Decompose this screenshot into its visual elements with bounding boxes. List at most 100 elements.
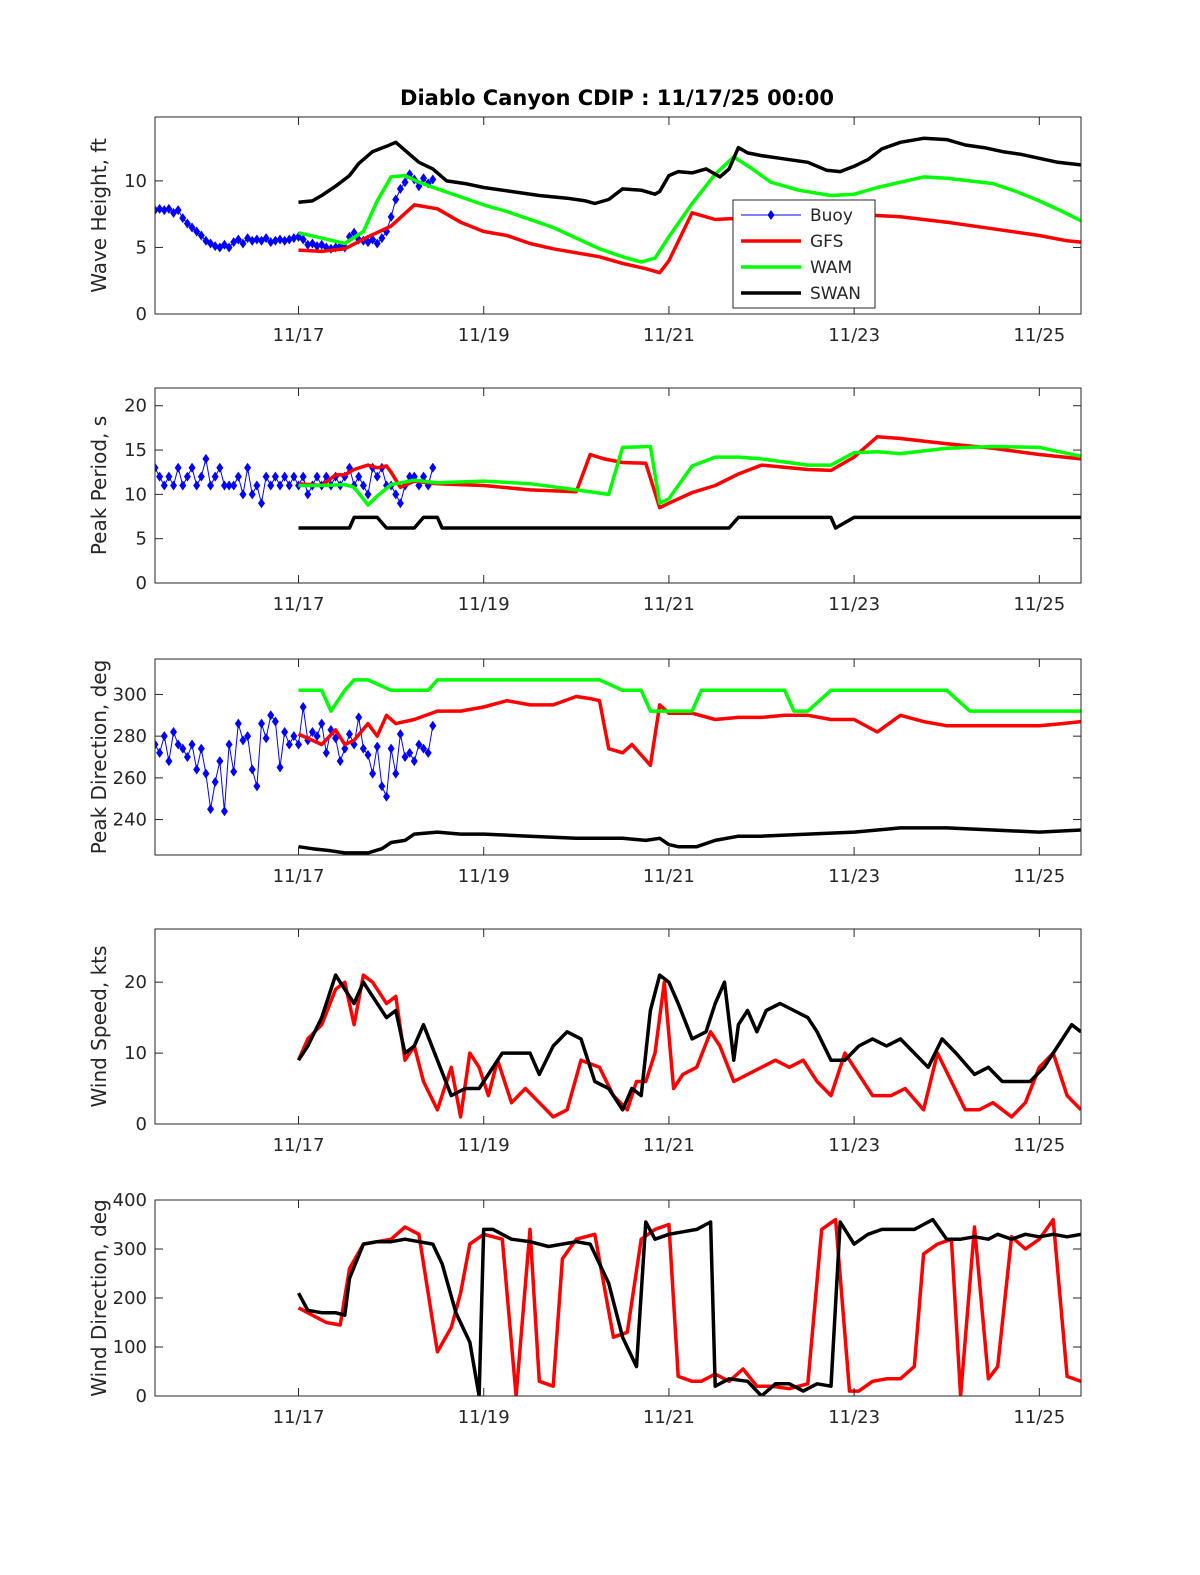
buoy-marker bbox=[267, 480, 275, 491]
series-group bbox=[296, 973, 1081, 1119]
series-gfs-line bbox=[298, 203, 1081, 275]
series-swan-line bbox=[298, 826, 1081, 855]
y-tick-label: 280 bbox=[113, 726, 147, 747]
x-tick-label: 11/23 bbox=[828, 866, 880, 887]
legend: Buoy GFS WAM SWAN bbox=[732, 199, 876, 309]
buoy-marker bbox=[396, 729, 404, 740]
buoy-marker bbox=[253, 234, 261, 245]
buoy-marker bbox=[207, 480, 215, 491]
buoy-marker bbox=[207, 804, 215, 815]
buoy-marker bbox=[160, 731, 168, 742]
buoy-marker bbox=[193, 480, 201, 491]
buoy-marker bbox=[165, 203, 173, 214]
buoy-marker bbox=[262, 733, 270, 744]
x-tick-label: 11/19 bbox=[458, 594, 510, 615]
y-axis-label: Peak Direction, deg bbox=[87, 660, 111, 855]
buoy-marker bbox=[392, 768, 400, 779]
buoy-marker bbox=[276, 762, 284, 773]
buoy-marker bbox=[262, 233, 270, 244]
x-tick-label: 11/25 bbox=[1013, 325, 1065, 346]
buoy-marker bbox=[345, 729, 353, 740]
buoy-marker bbox=[401, 752, 409, 762]
buoy-marker bbox=[322, 747, 330, 758]
buoy-marker bbox=[211, 471, 219, 482]
series-group bbox=[296, 1217, 1081, 1396]
axes-frame bbox=[154, 928, 1082, 1125]
panel-peak-direction: 240 260 280 300 11/17 11/19 11/21 11/23 11/25 Pea… bbox=[87, 658, 1082, 887]
buoy-marker bbox=[230, 480, 238, 491]
buoy-marker bbox=[429, 462, 437, 473]
buoy-marker bbox=[271, 716, 279, 727]
series-group bbox=[155, 435, 1081, 530]
axes-frame bbox=[154, 658, 1082, 856]
buoy-marker bbox=[174, 462, 182, 473]
series-gfs-line bbox=[296, 973, 1081, 1119]
x-tick-label: 11/25 bbox=[1013, 1407, 1065, 1428]
buoy-marker bbox=[308, 726, 316, 737]
series-group bbox=[155, 678, 1081, 855]
x-tick-label: 11/17 bbox=[273, 1407, 325, 1428]
x-tick-label: 11/21 bbox=[643, 1407, 695, 1428]
buoy-marker bbox=[313, 241, 321, 252]
buoy-marker bbox=[179, 213, 187, 224]
legend-label-gfs: GFS bbox=[810, 232, 843, 252]
series-swan-line bbox=[298, 515, 1081, 530]
buoy-marker bbox=[373, 238, 381, 249]
buoy-marker bbox=[318, 718, 326, 729]
y-tick-label: 20 bbox=[124, 972, 147, 993]
buoy-marker bbox=[290, 233, 298, 244]
buoy-marker bbox=[156, 203, 164, 214]
buoy-marker bbox=[211, 241, 219, 252]
buoy-marker bbox=[165, 756, 173, 767]
buoy-marker bbox=[220, 480, 228, 491]
buoy-marker bbox=[290, 731, 298, 742]
x-tick-label: 11/19 bbox=[458, 866, 510, 887]
y-tick-label: 300 bbox=[113, 1239, 147, 1260]
y-tick-label: 0 bbox=[136, 1114, 147, 1135]
y-tick-label: 260 bbox=[113, 768, 147, 789]
buoy-marker bbox=[248, 764, 256, 775]
buoy-marker bbox=[216, 462, 224, 473]
buoy-marker bbox=[392, 489, 400, 500]
buoy-marker bbox=[415, 739, 423, 750]
x-tick-label: 11/21 bbox=[643, 325, 695, 346]
y-tick-label: 0 bbox=[136, 304, 147, 325]
legend-label-buoy: Buoy bbox=[810, 206, 853, 226]
buoy-marker bbox=[420, 173, 428, 184]
buoy-marker bbox=[234, 471, 242, 482]
buoy-marker bbox=[276, 234, 284, 245]
buoy-marker bbox=[392, 194, 400, 205]
buoy-marker bbox=[364, 749, 372, 760]
series-swan-line bbox=[297, 973, 1081, 1112]
buoy-marker bbox=[420, 743, 428, 754]
buoy-marker bbox=[299, 234, 307, 245]
panel-wind-direction: 0 100 200 300 400 11/17 11/19 11/21 11/23 11/25 Wi… bbox=[87, 1190, 1082, 1428]
legend-marker bbox=[767, 210, 775, 220]
y-tick-label: 300 bbox=[113, 684, 147, 705]
panel-peak-period: 0 5 10 15 20 11/17 11/19 11/21 11/23 11/25 Peak Pe… bbox=[87, 387, 1082, 615]
buoy-marker bbox=[355, 471, 363, 482]
legend-label-wam: WAM bbox=[810, 258, 852, 278]
buoy-marker bbox=[281, 235, 289, 246]
buoy-marker bbox=[364, 489, 372, 500]
series-wam-line bbox=[298, 155, 1081, 264]
buoy-marker bbox=[160, 480, 168, 491]
buoy-marker bbox=[359, 480, 367, 491]
buoy-marker bbox=[271, 235, 279, 246]
buoy-marker bbox=[216, 756, 224, 767]
buoy-marker bbox=[290, 471, 298, 482]
buoy-marker bbox=[378, 781, 386, 792]
y-tick-label: 20 bbox=[124, 396, 147, 417]
buoy-marker bbox=[396, 498, 404, 509]
buoy-marker bbox=[387, 211, 395, 222]
series-gfs-line bbox=[297, 1217, 1081, 1396]
buoy-marker bbox=[253, 781, 261, 792]
y-axis-label: Peak Period, s bbox=[87, 416, 111, 555]
x-tick-label: 11/19 bbox=[458, 325, 510, 346]
buoy-marker bbox=[369, 768, 377, 779]
buoy-marker bbox=[313, 471, 321, 482]
buoy-marker bbox=[234, 718, 242, 729]
buoy-marker bbox=[378, 233, 386, 244]
buoy-marker bbox=[410, 756, 418, 767]
